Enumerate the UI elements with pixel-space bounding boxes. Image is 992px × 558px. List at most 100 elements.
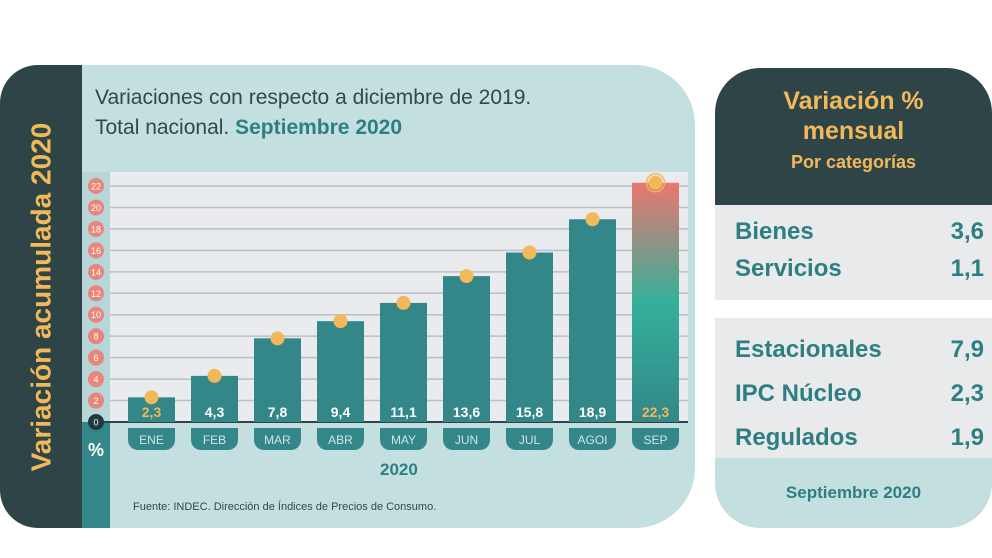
item-value: 3,6 xyxy=(950,217,984,245)
data-point xyxy=(144,390,159,405)
x-tick-label: ABR xyxy=(328,433,353,447)
month-pill xyxy=(569,428,616,450)
y-tick-label: 16 xyxy=(91,246,101,256)
y-tick-marker xyxy=(88,178,104,194)
y-tick-label: 14 xyxy=(91,267,101,277)
x-tick-label: ENE xyxy=(139,433,164,447)
bar xyxy=(380,302,427,422)
month-pill xyxy=(128,428,175,450)
data-point xyxy=(396,295,411,310)
y-tick-marker xyxy=(88,285,104,302)
x-tick-label: MAY xyxy=(391,433,416,447)
y-tick-marker xyxy=(88,199,104,216)
y-tick-marker xyxy=(88,220,104,237)
month-pill xyxy=(254,428,301,450)
y-tick-label: 18 xyxy=(91,224,101,234)
bar xyxy=(191,375,238,422)
bar-value-label: 18,9 xyxy=(579,404,606,420)
x-axis-label: 2020 xyxy=(380,460,418,479)
list-item: Regulados 1,9 xyxy=(735,416,984,460)
x-tick-label: JUN xyxy=(455,433,478,447)
month-pill xyxy=(443,428,490,450)
data-point xyxy=(648,175,663,190)
bar-value-label: 9,4 xyxy=(331,404,351,420)
y-tick-label: 0 xyxy=(93,418,98,428)
bar-value-label: 2,3 xyxy=(142,404,162,420)
list-item: Servicios 1,1 xyxy=(735,250,984,287)
list-item: IPC Núcleo 2,3 xyxy=(735,372,984,416)
y-tick-marker xyxy=(88,349,104,366)
bar xyxy=(569,219,616,422)
chart-subtitle: Total nacional. Septiembre 2020 xyxy=(95,116,402,140)
bar xyxy=(317,321,364,422)
y-tick-label: 8 xyxy=(93,332,98,342)
item-value: 1,9 xyxy=(950,424,984,451)
bar-value-label: 11,1 xyxy=(390,404,417,420)
highlight-ring xyxy=(645,173,666,193)
data-point xyxy=(522,245,537,260)
monthly-title: Variación % xyxy=(783,87,924,115)
unit-column xyxy=(82,422,110,528)
y-tick-marker xyxy=(88,371,104,388)
data-point xyxy=(270,331,285,346)
x-tick-label: SEP xyxy=(643,433,667,447)
month-pill xyxy=(632,428,679,450)
y-tick-marker xyxy=(88,306,104,323)
item-label: Regulados xyxy=(735,424,858,451)
bar xyxy=(506,252,553,422)
item-label: Servicios xyxy=(735,254,842,282)
list-item: Bienes 3,6 xyxy=(735,213,984,250)
bar xyxy=(443,276,490,422)
x-tick-label: FEB xyxy=(203,433,226,447)
monthly-header: Variación % mensual Por categorías xyxy=(715,68,992,205)
y-tick-label: 12 xyxy=(91,289,101,299)
bar-value-label: 15,8 xyxy=(516,404,543,420)
data-point xyxy=(207,368,222,383)
item-label: Bienes xyxy=(735,217,814,245)
subtitle-prefix: Total nacional. xyxy=(95,116,230,139)
monthly-title2: mensual xyxy=(802,117,905,145)
monthly-panel: Variación % mensual Por categorías Biene… xyxy=(715,68,992,528)
data-point xyxy=(333,314,348,329)
y-tick-marker xyxy=(88,328,104,345)
bar xyxy=(632,182,679,422)
bar-value-label: 22,3 xyxy=(642,404,669,420)
subtitle-bold: Septiembre 2020 xyxy=(235,116,403,139)
y-tick-marker xyxy=(88,414,104,430)
x-tick-label: JUL xyxy=(519,433,541,447)
month-pill xyxy=(191,428,238,450)
bar-value-label: 7,8 xyxy=(268,404,288,420)
unit-label: % xyxy=(88,440,105,460)
y-tick-label: 20 xyxy=(91,203,101,213)
source-note: Fuente: INDEC. Dirección de Índices de P… xyxy=(133,501,437,513)
y-tick-label: 6 xyxy=(93,353,98,363)
y-tick-label: 10 xyxy=(91,310,101,320)
monthly-subtitle: Por categorías xyxy=(790,152,917,172)
month-pill xyxy=(380,428,427,450)
y-tick-marker xyxy=(88,242,104,259)
y-tick-label: 2 xyxy=(93,396,98,406)
y-tick-marker xyxy=(88,263,104,280)
bar-value-label: 13,6 xyxy=(453,404,480,420)
bar-value-label: 4,3 xyxy=(205,404,225,420)
chart-title: Variaciones con respecto a diciembre de … xyxy=(95,86,532,109)
y-tick-label: 22 xyxy=(91,182,101,192)
data-point xyxy=(585,212,600,227)
y-tick-label: 4 xyxy=(93,375,98,385)
item-value: 2,3 xyxy=(950,380,984,407)
x-tick-label: AGOI xyxy=(577,433,607,447)
bar xyxy=(254,338,301,422)
data-point xyxy=(459,269,474,284)
item-value: 7,9 xyxy=(950,336,984,363)
item-label: Estacionales xyxy=(735,336,882,363)
month-pill xyxy=(506,428,553,450)
list-item: Estacionales 7,9 xyxy=(735,328,984,372)
monthly-footer: Septiembre 2020 xyxy=(715,458,992,528)
group-categories: Estacionales 7,9 IPC Núcleo 2,3 Regulados 1… xyxy=(715,318,992,458)
item-value: 1,1 xyxy=(950,254,984,282)
item-label: IPC Núcleo xyxy=(735,380,862,407)
group-goods-services: Bienes 3,6 Servicios 1,1 xyxy=(715,205,992,300)
x-tick-label: MAR xyxy=(264,433,291,447)
month-pill xyxy=(317,428,364,450)
